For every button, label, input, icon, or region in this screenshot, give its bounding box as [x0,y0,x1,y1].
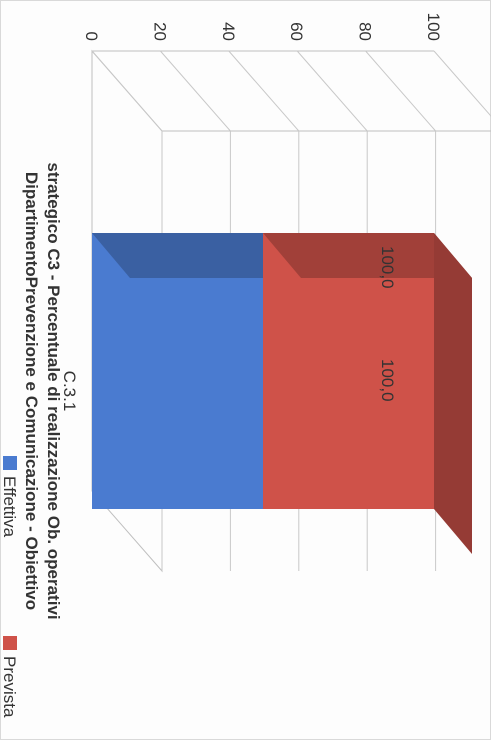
chart-title: DipartimentoPrevenzione e Comunicazione … [22,162,63,619]
gridline-side [92,51,162,131]
y-tick-label: 40 [219,22,238,41]
legend-item-effettiva: Effettiva [1,456,19,538]
x-category-label: C.3.1 [60,371,79,412]
y-tick-label: 60 [287,22,306,41]
y-tick-label: 20 [150,22,169,41]
legend-label: Effettiva [1,476,19,538]
bars [92,233,472,554]
legend-swatch [3,456,17,470]
legend-item-prevista: Prevista [1,636,19,718]
y-axis: 0 20 40 60 80 100 [82,13,443,41]
gridline-side [297,51,367,131]
bar-top-prevista [434,233,472,554]
y-tick-label: 80 [356,22,375,41]
y-tick-label: 0 [82,32,101,41]
legend-swatch [3,636,17,650]
gridline-side [366,51,436,131]
data-label-prevista: 100,0 [378,359,397,402]
bar-segment-prevista [263,233,472,554]
x-axis: C.3.1 [60,371,79,412]
y-tick-label: 100 [424,13,443,41]
data-label-effettiva: 100,0 [378,246,397,289]
gridline-side [229,51,299,131]
legend-label: Prevista [1,656,19,718]
gridline-side [160,51,230,131]
chart-title-line-1: DipartimentoPrevenzione e Comunicazione … [22,172,41,610]
legend: Effettiva Prevista [1,456,19,718]
gridline-side [434,51,491,131]
